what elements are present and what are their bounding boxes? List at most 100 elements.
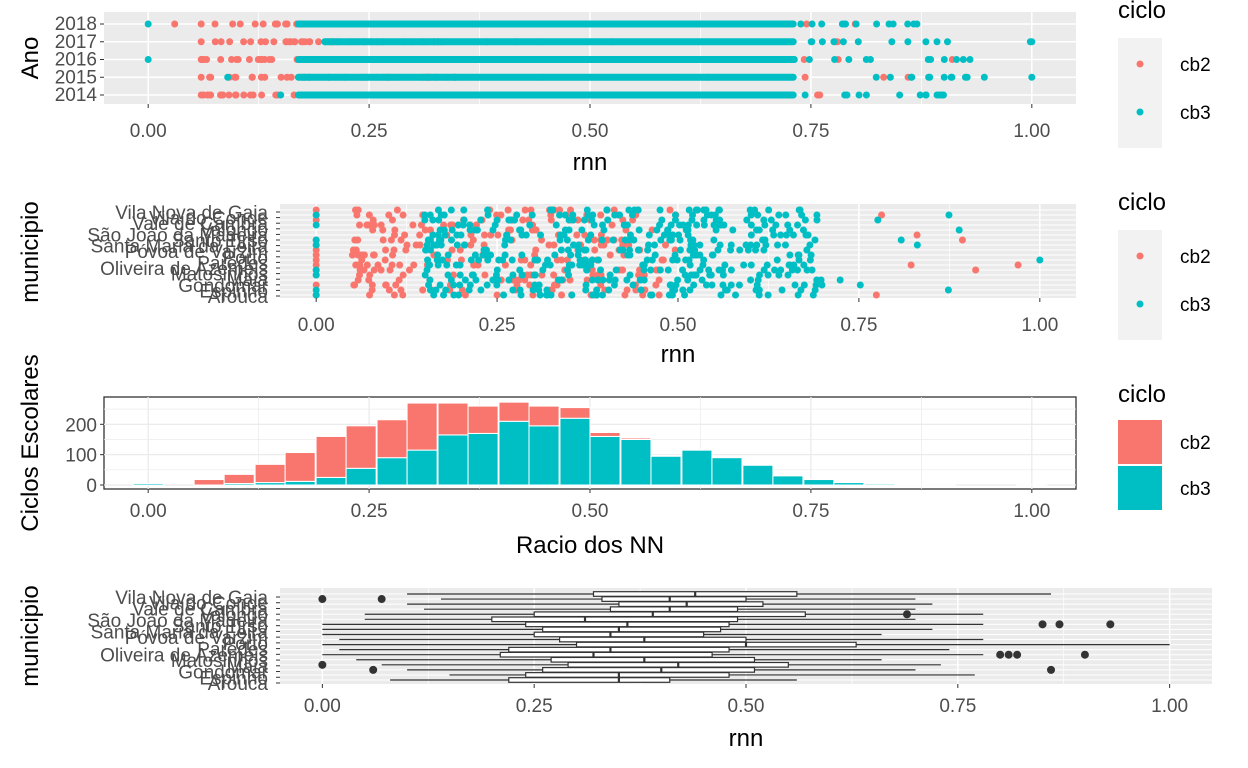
mun-point — [475, 256, 483, 264]
mun-points-y-tick-label: Matosinhos — [171, 265, 268, 286]
mun-point — [390, 246, 398, 254]
mun-point — [556, 206, 564, 214]
box-body — [618, 601, 764, 608]
mun-point — [368, 281, 376, 289]
mun-point — [746, 206, 754, 214]
ano-point — [282, 20, 290, 28]
mun-point — [429, 231, 437, 239]
mun-point — [797, 286, 805, 294]
ano-point — [953, 56, 961, 63]
ano-point — [1028, 38, 1036, 46]
mun-point — [682, 256, 690, 264]
ano-point — [873, 20, 881, 28]
mun-point — [629, 281, 637, 289]
mun-point — [370, 266, 378, 274]
mun-point — [764, 291, 772, 299]
ano-point — [808, 20, 816, 28]
mun-point — [555, 276, 563, 284]
ano-point — [830, 38, 838, 46]
mun-point — [803, 266, 811, 274]
box-outlier — [1038, 620, 1047, 629]
mun-point — [421, 226, 429, 234]
ano-point — [246, 91, 254, 99]
box-body — [558, 636, 747, 643]
mun-point — [629, 216, 637, 224]
mun-point — [913, 231, 921, 239]
ano-point — [924, 56, 932, 63]
mun-points-y-tick-label: Paredes — [197, 253, 268, 274]
ano-point — [922, 38, 930, 46]
mun-point — [720, 221, 728, 229]
mun-point — [363, 261, 371, 269]
ano-point — [247, 38, 255, 46]
mun-point — [477, 216, 485, 224]
mun-point — [421, 216, 429, 224]
mun-point — [436, 281, 444, 289]
mun-point — [312, 206, 320, 214]
mun-point — [782, 231, 790, 239]
ano-point — [948, 73, 956, 81]
mun-point — [526, 221, 534, 229]
mun-point — [794, 221, 802, 229]
mun-point — [374, 261, 382, 269]
mun-point — [656, 206, 664, 214]
mun-point — [558, 256, 566, 264]
mun-point — [369, 216, 377, 224]
mun-point — [608, 221, 616, 229]
mun-point — [667, 221, 675, 229]
box-body — [601, 596, 747, 602]
mun-point — [665, 291, 673, 299]
mun-point — [466, 226, 474, 234]
ano-point — [818, 20, 826, 28]
mun-point — [582, 256, 590, 264]
mun-points-x-tick-label: 0.75 — [840, 315, 877, 336]
hist-x-tick-label: 0.25 — [351, 501, 388, 522]
mun-point — [501, 251, 509, 259]
mun-point — [616, 211, 624, 219]
mun-point — [444, 251, 452, 259]
mun-point — [556, 236, 564, 244]
hist-bar-cb3 — [711, 457, 743, 486]
mun-points-x-tick-label: 0.50 — [660, 315, 697, 336]
mun-point — [409, 221, 417, 229]
hist-bar-cb2 — [620, 437, 652, 440]
mun-point — [312, 271, 320, 279]
ano-point — [298, 38, 306, 46]
ano-point — [913, 20, 921, 28]
mun-point — [509, 271, 517, 279]
mun-point — [747, 276, 755, 284]
ano-point — [886, 73, 894, 81]
mun-point — [484, 206, 492, 214]
mun-point — [558, 291, 566, 299]
mun-point — [494, 231, 502, 239]
mun-point — [397, 286, 405, 294]
mun-point — [705, 266, 713, 274]
hist-y-tick-label: 100 — [65, 446, 97, 467]
hist-bar-cb2 — [437, 402, 469, 436]
mun-point — [786, 251, 794, 259]
ano-point — [907, 73, 915, 81]
mun-point — [589, 211, 597, 219]
mun-point — [550, 271, 558, 279]
mun-point — [685, 206, 693, 214]
mun-point — [727, 281, 735, 289]
box-y-tick-label: Espinho — [199, 668, 268, 689]
mun-point — [573, 231, 581, 239]
mun-point — [676, 221, 684, 229]
mun-point — [391, 226, 399, 234]
mun-point — [580, 246, 588, 254]
box-body — [575, 641, 857, 648]
hist-bar-cb2 — [528, 405, 560, 427]
mun-point — [655, 276, 663, 284]
mun-point — [448, 246, 456, 254]
mun-point — [679, 266, 687, 274]
mun-point — [747, 221, 755, 229]
mun-points-x-tick-label: 1.00 — [1021, 315, 1058, 336]
mun-point — [594, 256, 602, 264]
mun-point — [671, 246, 679, 254]
mun-point — [354, 261, 362, 269]
box-y-tick-label: Valongo — [200, 605, 268, 626]
mun-point — [599, 276, 607, 284]
mun-point — [775, 211, 783, 219]
mun-point — [312, 266, 320, 274]
